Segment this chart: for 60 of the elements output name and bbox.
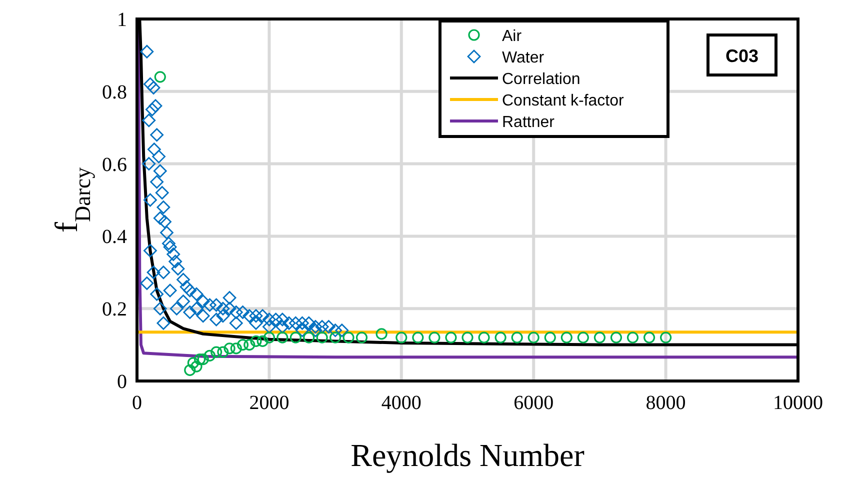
- point: [190, 360, 202, 372]
- point: [303, 332, 315, 344]
- point: [194, 353, 206, 366]
- point: [187, 357, 199, 369]
- point: [224, 342, 236, 354]
- point: [250, 335, 262, 347]
- point: [396, 332, 408, 344]
- point: [204, 350, 216, 362]
- x-tick-label: 8000: [646, 392, 686, 414]
- point: [184, 364, 196, 376]
- point: [263, 332, 275, 344]
- point: [462, 332, 474, 344]
- point: [528, 332, 540, 344]
- point: [577, 332, 589, 344]
- point: [342, 332, 354, 344]
- point: [445, 332, 457, 344]
- y-tick-label: 0.8: [102, 81, 127, 104]
- y-tick-label: 0.6: [102, 154, 127, 176]
- y-tick-label: 0.2: [102, 298, 127, 321]
- point: [511, 332, 523, 344]
- x-tick-label: 6000: [514, 392, 554, 414]
- point: [356, 332, 368, 344]
- point: [626, 332, 639, 344]
- point: [230, 342, 242, 354]
- y-tick-label: 1: [117, 9, 127, 31]
- point: [594, 332, 606, 344]
- point: [660, 332, 672, 344]
- point: [236, 339, 249, 351]
- annotation: C03: [725, 46, 759, 66]
- point: [560, 332, 572, 344]
- point: [244, 339, 256, 351]
- x-axis-title: Reynolds Number: [350, 437, 585, 473]
- legend-label: Air: [502, 28, 522, 45]
- point: [494, 332, 506, 344]
- point: [276, 332, 288, 344]
- point: [210, 346, 222, 358]
- y-tick-label: 0: [117, 371, 127, 393]
- point: [478, 332, 490, 344]
- point: [256, 335, 268, 347]
- x-tick-label: 4000: [381, 392, 422, 414]
- point: [217, 346, 229, 358]
- point: [610, 332, 622, 344]
- x-tick-label: 10000: [773, 392, 823, 414]
- point: [376, 328, 388, 340]
- x-tick-label: 0: [132, 392, 142, 414]
- point: [316, 332, 328, 344]
- point: [412, 332, 424, 344]
- point: [154, 71, 166, 83]
- point: [330, 332, 342, 344]
- legend-label: Rattner: [502, 114, 556, 131]
- y-tick-label: 0.4: [102, 226, 127, 248]
- point: [544, 332, 556, 344]
- point: [197, 353, 209, 366]
- point: [428, 332, 440, 344]
- legend-label: Water: [502, 50, 545, 66]
- legend-label: Correlation: [502, 71, 580, 88]
- point: [643, 332, 656, 344]
- x-tick-label: 2000: [249, 392, 290, 414]
- point: [290, 332, 302, 344]
- legend-label: Constant k-factor: [502, 92, 624, 110]
